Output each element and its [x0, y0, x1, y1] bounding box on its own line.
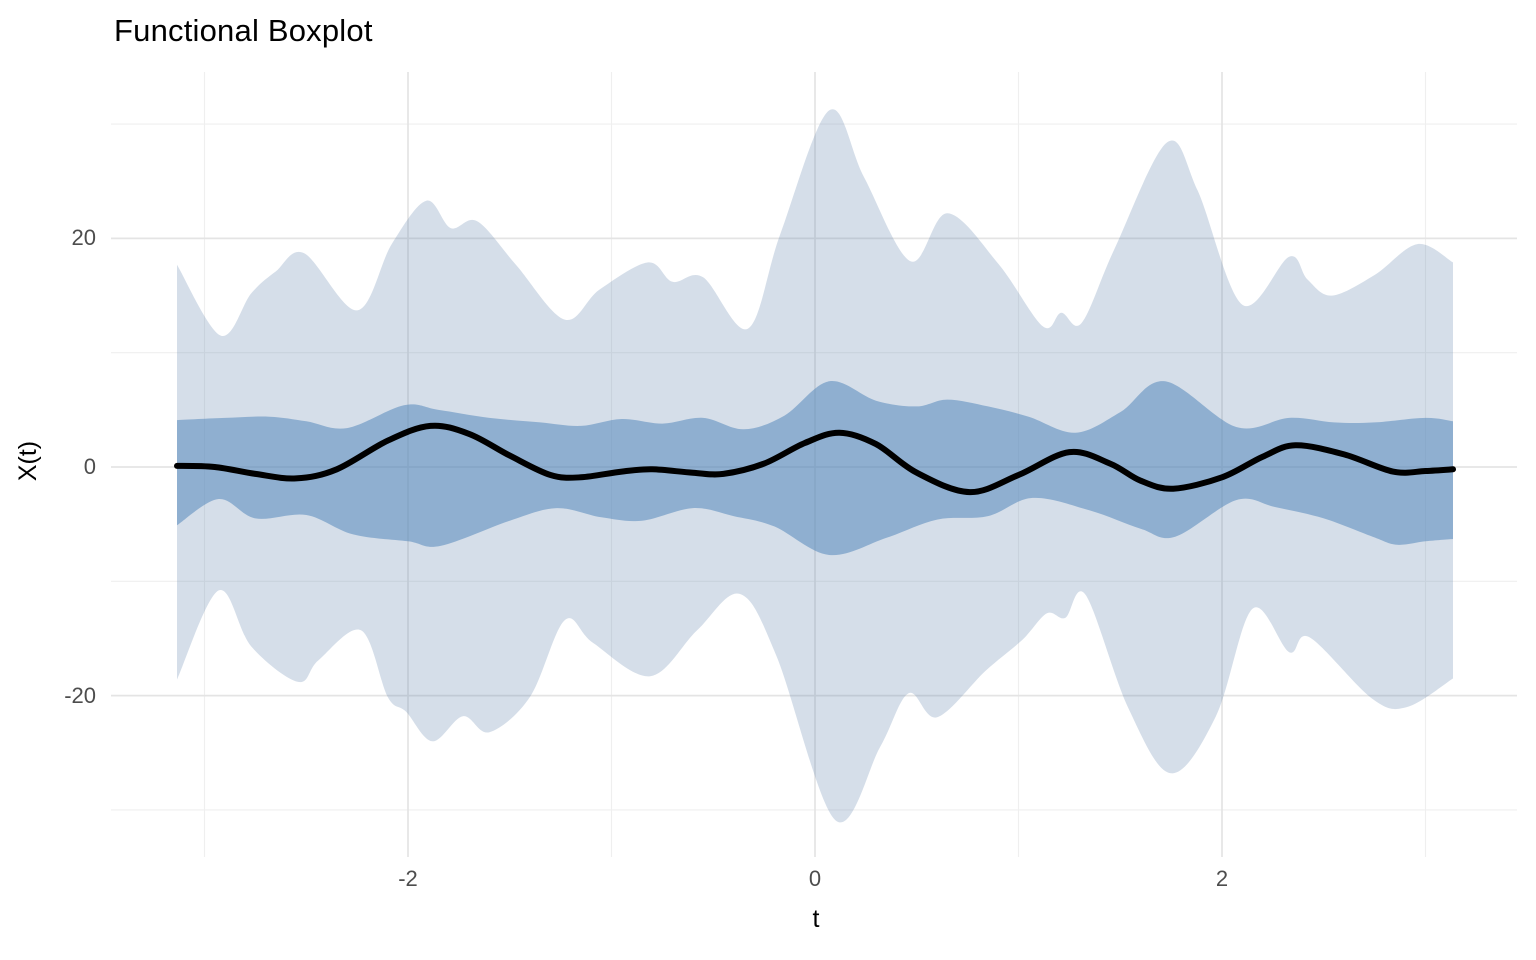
x-axis-title: t — [812, 905, 820, 933]
chart-title: Functional Boxplot — [114, 13, 373, 48]
central-region-band-area — [177, 381, 1453, 556]
y-tick-label: 20 — [71, 225, 96, 251]
x-tick-label: 2 — [1215, 866, 1229, 891]
y-tick-label: -20 — [64, 682, 96, 708]
x-tick-label: -2 — [398, 866, 418, 891]
median-curve — [174, 422, 1456, 496]
x-tick-label: 0 — [808, 866, 822, 891]
y-tick-label: 0 — [83, 454, 96, 479]
